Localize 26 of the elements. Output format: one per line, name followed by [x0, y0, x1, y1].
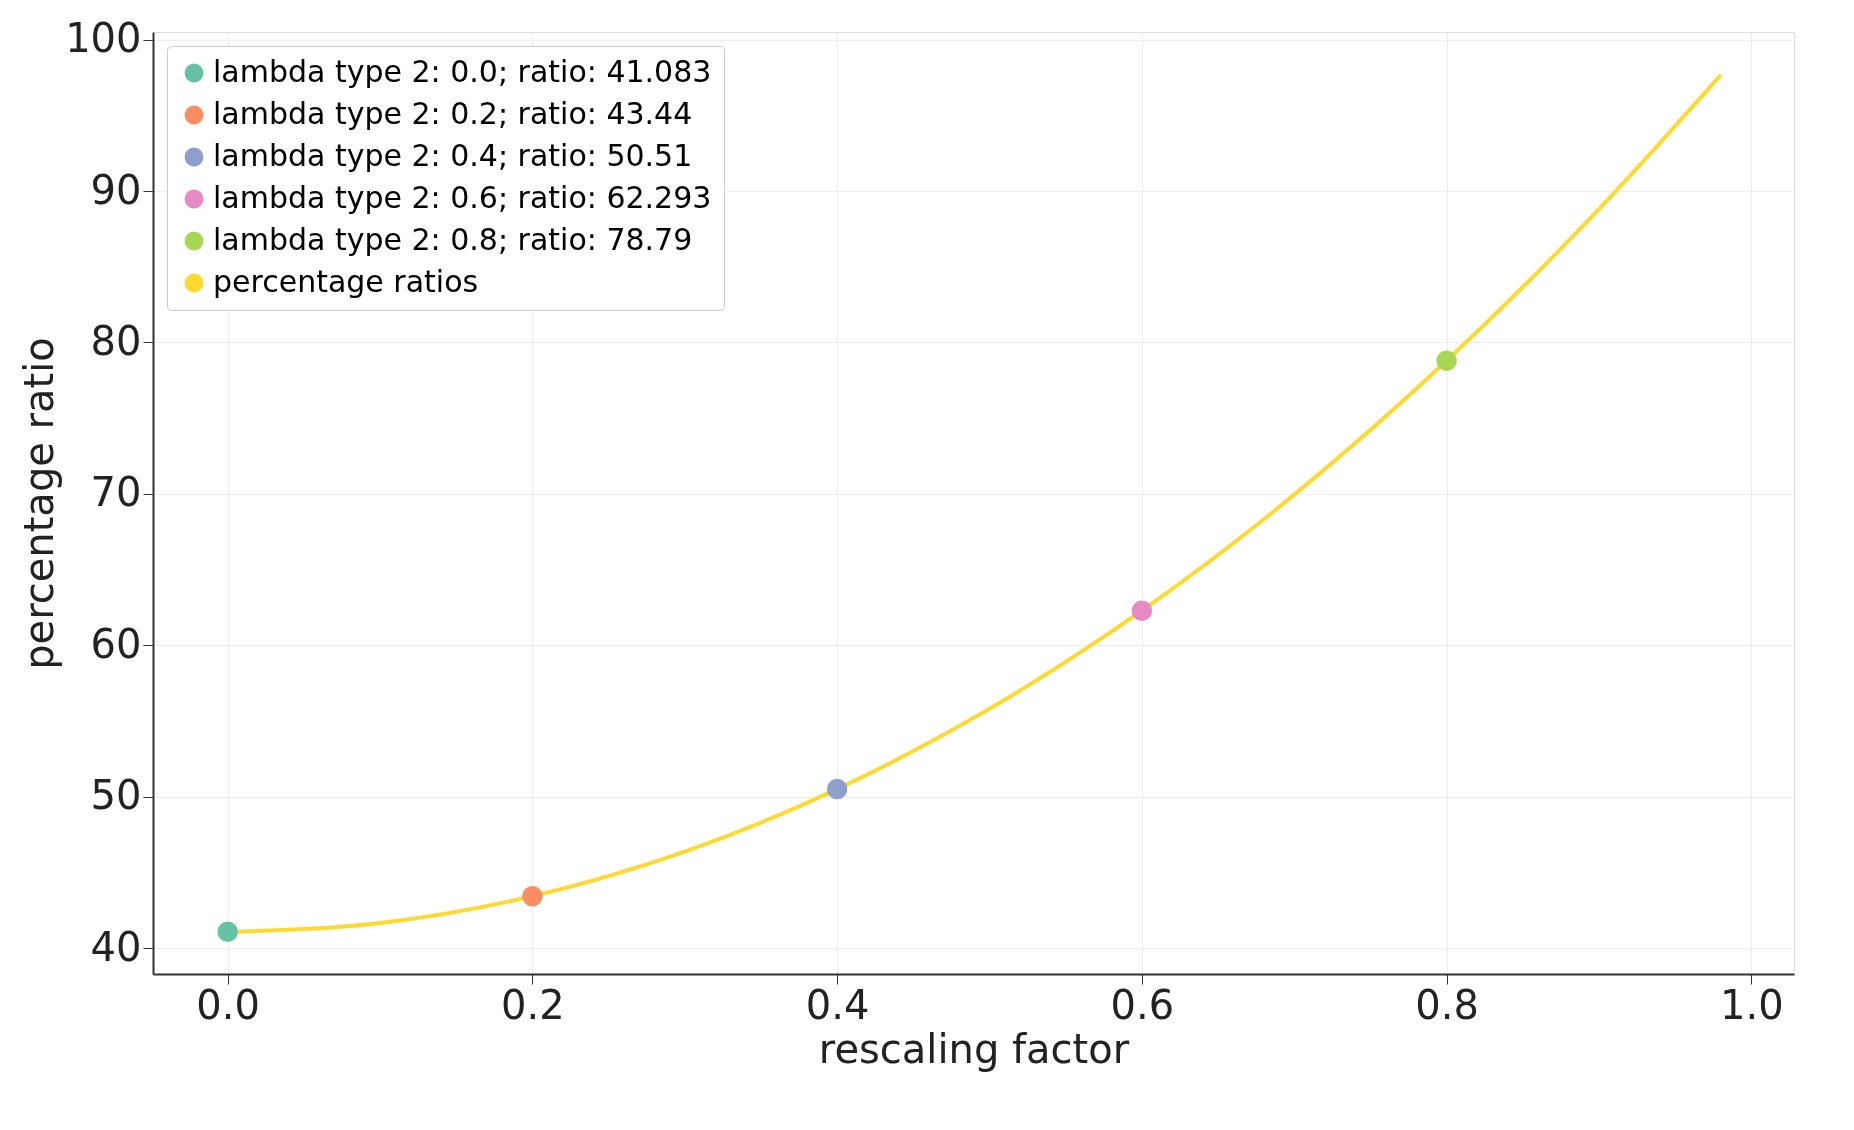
legend-label: lambda type 2: 0.2; ratio: 43.44: [213, 96, 693, 131]
y-axis-title: percentage ratio: [16, 337, 63, 670]
point: [826, 778, 848, 800]
x-tick-label: 0.6: [1110, 981, 1175, 1028]
y-tick-label: 90: [90, 166, 142, 213]
point: [217, 921, 238, 943]
y-tick-label: 50: [90, 772, 142, 819]
y-tick-label: 100: [65, 15, 142, 62]
y-tick-label: 60: [90, 620, 142, 667]
point: [1436, 350, 1457, 372]
x-tick-label: 0.2: [501, 981, 565, 1028]
legend-label: lambda type 2: 0.0; ratio: 41.083: [213, 54, 712, 89]
legend-label: lambda type 2: 0.6; ratio: 62.293: [213, 180, 712, 215]
legend-label: lambda type 2: 0.8; ratio: 78.79: [213, 222, 693, 257]
legend-label: percentage ratios: [213, 264, 479, 299]
y-tick-label: 40: [90, 923, 142, 970]
x-tick-label: 1.0: [1720, 981, 1784, 1028]
x-tick-label: 0.8: [1415, 981, 1479, 1028]
x-tick-label: 0.0: [196, 981, 260, 1028]
legend-label: lambda type 2: 0.4; ratio: 50.51: [213, 138, 693, 173]
x-tick-label: 0.4: [805, 981, 870, 1028]
point: [1131, 600, 1153, 621]
y-tick-label: 70: [90, 469, 142, 516]
y-tick-label: 80: [90, 317, 142, 364]
point: [522, 885, 543, 907]
x-axis-title: rescaling factor: [818, 1025, 1130, 1072]
